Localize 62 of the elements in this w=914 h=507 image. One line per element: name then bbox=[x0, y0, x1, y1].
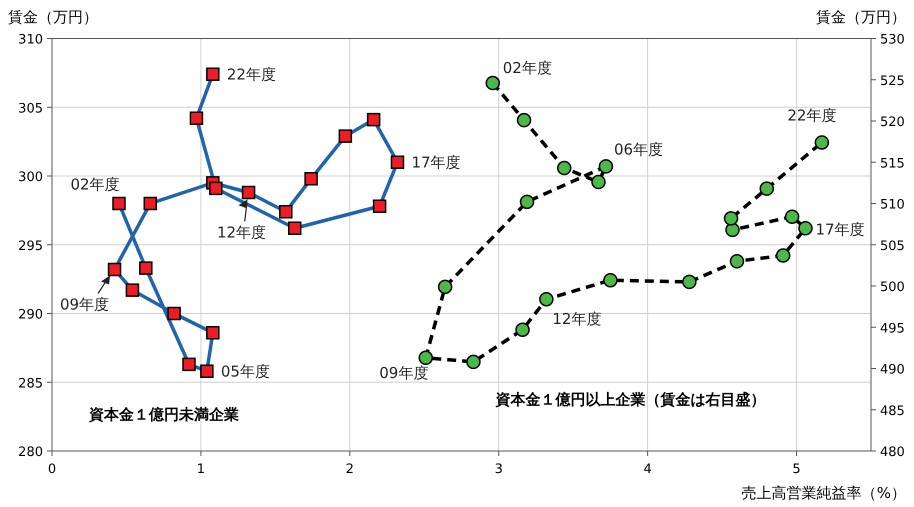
annotation: 12年度 bbox=[552, 310, 602, 328]
point bbox=[438, 280, 452, 294]
point bbox=[418, 350, 434, 366]
annotation: 12年度 bbox=[217, 224, 266, 242]
y-axis-title: 賃金（万円） bbox=[8, 8, 98, 26]
y2-tick-label: 500 bbox=[880, 280, 905, 295]
point bbox=[724, 211, 738, 226]
annotation: 09年度 bbox=[60, 296, 110, 314]
y2-tick-label: 490 bbox=[880, 362, 905, 378]
point bbox=[520, 194, 534, 210]
annotation: 02年度 bbox=[502, 59, 552, 78]
y-tick-label: 295 bbox=[18, 238, 43, 254]
y2-tick-label: 480 bbox=[880, 445, 905, 460]
x-tick-label: 4 bbox=[643, 462, 652, 477]
annotation: 09年度 bbox=[379, 364, 428, 382]
y-tick-label: 300 bbox=[18, 170, 43, 185]
annotation: 05年度 bbox=[220, 362, 270, 380]
y2-tick-label: 510 bbox=[880, 198, 905, 212]
series-label: 資本金１億円以上企業（賃金は右目盛） bbox=[494, 390, 766, 408]
y2-tick-label: 485 bbox=[880, 404, 905, 419]
annotation: 17年度 bbox=[815, 220, 865, 238]
point bbox=[776, 248, 790, 263]
point bbox=[598, 159, 614, 174]
y-tick-label: 305 bbox=[18, 101, 43, 116]
text: 資本金１億円未満企業 bbox=[88, 405, 240, 424]
point bbox=[466, 354, 481, 370]
point bbox=[798, 221, 813, 236]
y2-axis-title: 賃金（万円） bbox=[816, 8, 906, 26]
point bbox=[760, 181, 774, 196]
x-tick-label: 0 bbox=[48, 462, 56, 477]
annotation: 22年度 bbox=[787, 106, 836, 124]
y2-tick-label: 525 bbox=[880, 74, 905, 89]
y2-tick-label: 505 bbox=[880, 238, 905, 254]
annotation: 22年度 bbox=[226, 65, 276, 84]
point bbox=[784, 209, 800, 224]
point bbox=[814, 135, 830, 150]
y2-tick-label: 515 bbox=[880, 156, 905, 172]
annotation: 06年度 bbox=[614, 140, 664, 158]
annotation: 17年度 bbox=[411, 153, 461, 172]
point bbox=[725, 222, 740, 238]
x-tick-label: 5 bbox=[792, 462, 801, 477]
y-tick-label: 280 bbox=[18, 445, 43, 460]
x-tick-label: 1 bbox=[196, 462, 206, 477]
y-tick-label: 290 bbox=[18, 308, 43, 322]
x-tick-label: 2 bbox=[346, 462, 354, 477]
y2-tick-label: 495 bbox=[880, 321, 905, 336]
x-axis-title: 売上高営業純益率（%） bbox=[742, 484, 906, 502]
annotation: 02年度 bbox=[70, 176, 120, 194]
point bbox=[539, 292, 554, 306]
point bbox=[682, 274, 697, 290]
y-tick-label: 285 bbox=[18, 376, 43, 392]
y2-tick-label: 520 bbox=[880, 115, 905, 130]
point bbox=[515, 322, 530, 337]
point bbox=[730, 254, 744, 268]
point bbox=[486, 76, 500, 90]
point bbox=[591, 174, 606, 190]
x-tick-label: 3 bbox=[494, 462, 503, 477]
y2-tick-label: 530 bbox=[880, 32, 905, 48]
point bbox=[556, 160, 572, 176]
point bbox=[516, 112, 532, 128]
point bbox=[603, 272, 618, 288]
y-tick-label: 310 bbox=[18, 32, 43, 48]
